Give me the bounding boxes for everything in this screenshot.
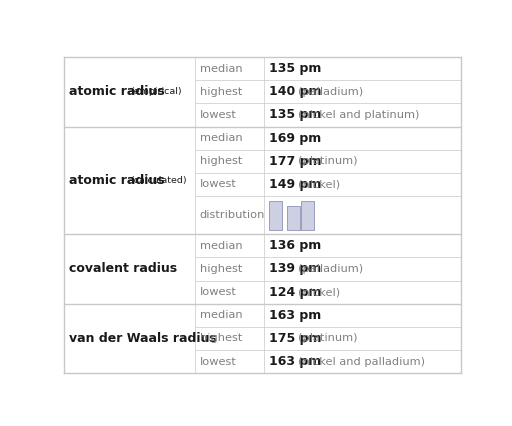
Text: (nickel): (nickel) — [297, 287, 340, 297]
Text: 175 pm: 175 pm — [269, 332, 322, 345]
Text: highest: highest — [200, 264, 242, 274]
Text: 139 pm: 139 pm — [269, 262, 322, 276]
Text: lowest: lowest — [200, 110, 237, 120]
Text: distribution: distribution — [200, 210, 265, 220]
Text: (nickel and palladium): (nickel and palladium) — [297, 357, 425, 367]
Text: (palladium): (palladium) — [297, 87, 363, 97]
Text: covalent radius: covalent radius — [69, 262, 177, 276]
Bar — [269, 201, 282, 230]
Text: atomic radius: atomic radius — [69, 85, 164, 98]
Text: median: median — [200, 241, 242, 251]
Text: median: median — [200, 310, 242, 320]
Text: (platinum): (platinum) — [297, 334, 357, 343]
Text: 135 pm: 135 pm — [269, 62, 322, 75]
Text: 140 pm: 140 pm — [269, 85, 322, 98]
Text: highest: highest — [200, 156, 242, 166]
Text: highest: highest — [200, 334, 242, 343]
Text: van der Waals radius: van der Waals radius — [69, 332, 217, 345]
Text: median: median — [200, 63, 242, 74]
Text: 136 pm: 136 pm — [269, 239, 322, 252]
Text: (calculated): (calculated) — [130, 176, 187, 185]
Text: 169 pm: 169 pm — [269, 132, 322, 145]
Text: 124 pm: 124 pm — [269, 285, 322, 299]
Text: median: median — [200, 133, 242, 143]
Text: 149 pm: 149 pm — [269, 178, 322, 191]
Text: 163 pm: 163 pm — [269, 355, 322, 368]
Text: (nickel): (nickel) — [297, 179, 340, 190]
Text: (nickel and platinum): (nickel and platinum) — [297, 110, 419, 120]
Text: (palladium): (palladium) — [297, 264, 363, 274]
Text: lowest: lowest — [200, 357, 237, 367]
Text: 135 pm: 135 pm — [269, 109, 322, 121]
Text: lowest: lowest — [200, 179, 237, 190]
Bar — [287, 206, 300, 230]
Text: (platinum): (platinum) — [297, 156, 357, 166]
Text: lowest: lowest — [200, 287, 237, 297]
Text: 177 pm: 177 pm — [269, 155, 322, 168]
Text: 163 pm: 163 pm — [269, 309, 322, 322]
Text: highest: highest — [200, 87, 242, 97]
Bar — [301, 201, 314, 230]
Text: (empirical): (empirical) — [130, 87, 182, 96]
Text: atomic radius: atomic radius — [69, 174, 164, 187]
